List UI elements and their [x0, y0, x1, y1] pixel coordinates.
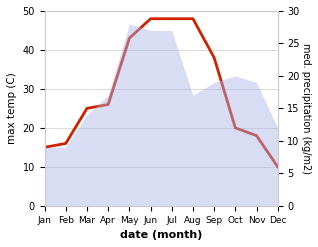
- Y-axis label: med. precipitation (kg/m2): med. precipitation (kg/m2): [301, 43, 311, 174]
- X-axis label: date (month): date (month): [120, 230, 202, 240]
- Y-axis label: max temp (C): max temp (C): [7, 72, 17, 144]
